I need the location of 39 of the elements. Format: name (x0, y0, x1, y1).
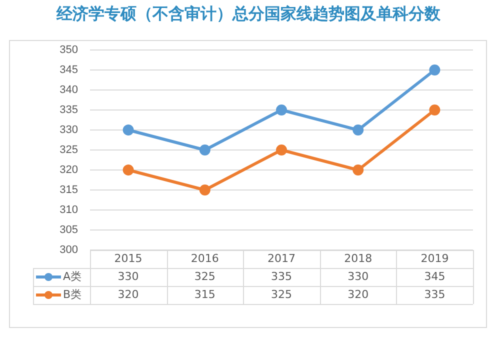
y-tick-label: 320 (60, 164, 78, 176)
point (199, 184, 210, 196)
point (276, 144, 287, 156)
y-tick-label: 315 (60, 184, 78, 196)
chart-title: 经济学专硕（不含审计）总分国家线趋势图及单科分数 (55, 4, 442, 25)
data-label: 330 (348, 270, 369, 283)
y-tick-label: 300 (60, 244, 78, 256)
y-tick-label: 340 (60, 84, 78, 96)
y-tick-label: 305 (60, 224, 78, 236)
data-label: 335 (271, 270, 292, 283)
data-label: 320 (348, 288, 369, 301)
point (122, 164, 134, 176)
data-label: 335 (424, 288, 446, 301)
y-tick-label: 310 (60, 204, 78, 216)
legend-label: B类 (63, 288, 82, 301)
data-label: 330 (118, 270, 139, 283)
data-label: 315 (194, 288, 216, 301)
point (199, 144, 210, 156)
data-label: 345 (424, 270, 446, 283)
y-tick-label: 330 (60, 124, 78, 136)
x-tick-label: 2018 (344, 252, 372, 265)
data-label: 320 (118, 288, 139, 301)
point (352, 124, 364, 136)
y-tick-label: 350 (60, 44, 78, 56)
data-label: 325 (194, 270, 216, 283)
legend-label: A类 (63, 270, 82, 283)
point (276, 104, 287, 116)
point (352, 164, 364, 176)
y-tick-label: 325 (60, 144, 78, 156)
point (429, 64, 440, 76)
x-tick-label: 2017 (268, 252, 296, 265)
x-tick-label: 2016 (190, 252, 219, 265)
x-tick-label: 2015 (114, 252, 142, 265)
point (122, 124, 134, 136)
y-tick-label: 345 (60, 64, 78, 76)
data-label: 325 (271, 288, 292, 301)
x-tick-label: 2019 (420, 252, 449, 265)
point (429, 104, 440, 116)
y-tick-label: 335 (60, 104, 78, 116)
